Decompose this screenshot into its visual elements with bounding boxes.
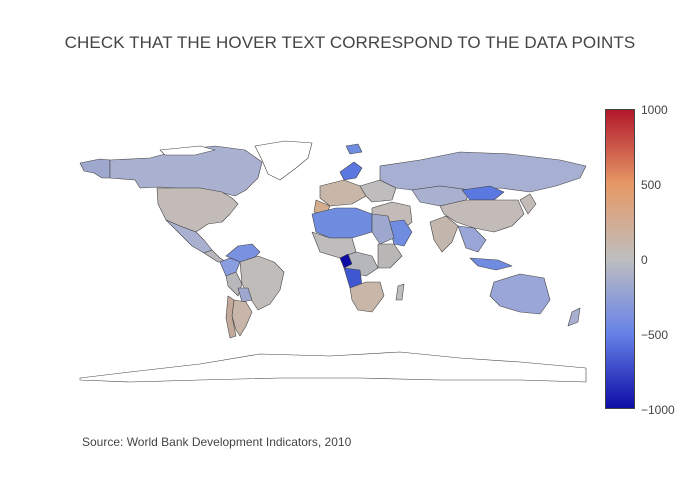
- region-north-africa: [311, 207, 373, 239]
- region-mongolia: [461, 185, 505, 201]
- region-brazil: [239, 255, 285, 311]
- region-bolivia: [237, 287, 253, 303]
- region-antarctica: [79, 351, 587, 383]
- colorbar-tick-label: −1000: [641, 403, 675, 417]
- region-new-zealand: [567, 307, 581, 327]
- region-russia: [379, 151, 587, 193]
- region-central-america: [203, 249, 227, 263]
- region-east-africa: [377, 243, 403, 269]
- region-scandinavia: [339, 161, 363, 181]
- colorbar: [605, 109, 635, 409]
- region-southeast-asia: [457, 225, 487, 253]
- region-indonesia: [469, 257, 513, 271]
- region-japan: [519, 193, 537, 215]
- region-congo: [339, 253, 353, 269]
- region-western-europe: [319, 179, 367, 207]
- region-southern-africa: [349, 281, 385, 313]
- region-china: [439, 199, 525, 233]
- colorbar-tick-label: 0: [641, 253, 648, 267]
- colorbar-tick-label: 500: [641, 178, 662, 192]
- region-alaska: [79, 158, 111, 179]
- region-colombia: [219, 257, 241, 277]
- region-iceland: [345, 143, 363, 155]
- region-india: [429, 215, 459, 253]
- region-egypt-sudan: [371, 213, 395, 245]
- region-chile: [225, 295, 237, 339]
- region-greenland: [254, 140, 313, 181]
- chart-title: CHECK THAT THE HOVER TEXT CORRESPOND TO …: [64, 33, 636, 52]
- region-usa: [156, 187, 239, 233]
- map-regions: [79, 140, 587, 383]
- colorbar-tick-label: −500: [641, 328, 669, 342]
- region-madagascar: [395, 283, 405, 301]
- region-arabia: [387, 219, 413, 247]
- region-australia: [489, 273, 551, 315]
- colorbar-tick-label: 1000: [641, 103, 668, 117]
- region-arctic-islands: [159, 145, 216, 156]
- source-note: Source: World Bank Development Indicator…: [82, 435, 352, 449]
